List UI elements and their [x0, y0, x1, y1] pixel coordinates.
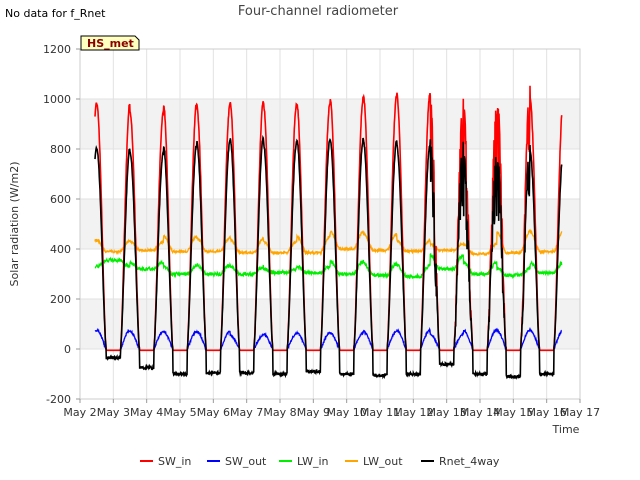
- series-line-lw-in: [94, 252, 563, 280]
- badge-box: [80, 35, 140, 51]
- legend-entry: SW_out: [225, 455, 267, 468]
- plot-band: [80, 349, 580, 399]
- series-group: [94, 85, 563, 380]
- plot-band: [80, 249, 580, 299]
- y-tick-label: 0: [64, 343, 71, 356]
- y-tick-label: 800: [50, 143, 71, 156]
- x-tick-label: May 8: [263, 406, 296, 419]
- y-tick-label: -200: [46, 393, 71, 406]
- y-tick-label: 600: [50, 193, 71, 206]
- plot-frame: [79, 48, 581, 400]
- x-axis-label: Time: [552, 423, 580, 436]
- plot-band: [80, 199, 580, 249]
- x-tick-label: May 15: [493, 406, 533, 419]
- chart-title: Four-channel radiometer: [238, 4, 399, 19]
- legend-entry: LW_in: [297, 455, 329, 468]
- x-tick-label: May 11: [360, 406, 400, 419]
- x-tick-label: May 2: [63, 406, 96, 419]
- plot-band: [80, 299, 580, 349]
- x-tick-label: May 10: [327, 406, 367, 419]
- no-data-text: No data for f_Rnet: [5, 7, 106, 20]
- x-tick-label: May 14: [460, 406, 500, 419]
- x-tick-label: May 13: [427, 406, 467, 419]
- y-tick-label: 1000: [43, 93, 71, 106]
- series-line-rnet-4way: [94, 134, 563, 380]
- station-badge: HS_met: [80, 35, 140, 51]
- legend-entry: SW_in: [158, 455, 191, 468]
- x-axis-ticks: May 2 May 3 May 4 May 5 May 6 May 7 May 8 May 9…: [63, 399, 600, 419]
- x-tick-label: May 6: [197, 406, 230, 419]
- x-tick-label: May 7: [230, 406, 263, 419]
- y-tick-label: 200: [50, 293, 71, 306]
- y-axis-ticks: -200 0 200 400 600 800 1000 1200: [43, 43, 80, 406]
- plot-band: [80, 49, 580, 99]
- legend-entry: LW_out: [363, 455, 403, 468]
- legend: SW_in SW_out LW_in LW_out Rnet_4way: [140, 455, 500, 468]
- x-tick-label: May 9: [297, 406, 330, 419]
- legend-entry: Rnet_4way: [439, 455, 500, 468]
- y-tick-label: 1200: [43, 43, 71, 56]
- x-tick-label: May 17: [560, 406, 600, 419]
- x-tick-label: May 3: [97, 406, 130, 419]
- x-tick-label: May 4: [130, 406, 163, 419]
- x-tick-label: May 5: [163, 406, 196, 419]
- badge-label: HS_met: [87, 37, 134, 50]
- y-tick-label: 400: [50, 243, 71, 256]
- x-tick-label: May 12: [393, 406, 433, 419]
- x-tick-label: May 16: [527, 406, 567, 419]
- plot-band: [80, 149, 580, 199]
- series-line-lw-out: [94, 228, 563, 257]
- y-axis-label: Solar radiation (W/m2): [8, 161, 21, 286]
